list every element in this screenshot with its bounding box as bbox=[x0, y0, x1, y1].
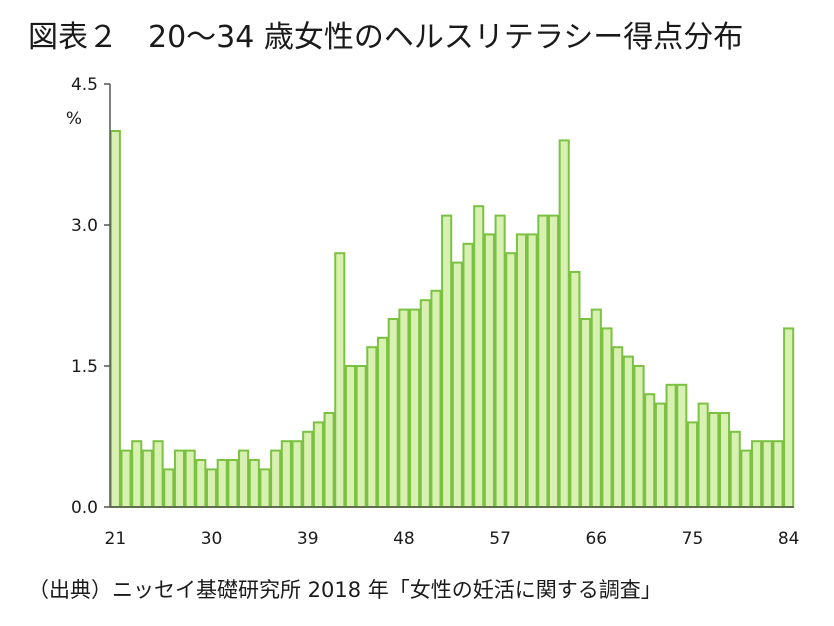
bar-81 bbox=[751, 440, 763, 509]
bar-56 bbox=[483, 233, 495, 508]
bar-39 bbox=[302, 430, 314, 508]
x-tick-label: 66 bbox=[585, 529, 607, 549]
bar-41 bbox=[323, 412, 335, 508]
y-tick-label: 1.5 bbox=[71, 357, 98, 377]
bar-43 bbox=[344, 365, 357, 508]
bar-72 bbox=[654, 402, 666, 509]
bar-82 bbox=[761, 440, 773, 509]
bar-70 bbox=[633, 365, 645, 508]
bar-59 bbox=[515, 233, 528, 508]
bar-49 bbox=[409, 308, 421, 508]
bar-25 bbox=[152, 440, 164, 509]
bar-61 bbox=[537, 214, 549, 508]
bar-32 bbox=[227, 459, 239, 508]
y-axis-unit: % bbox=[66, 109, 82, 129]
bar-78 bbox=[718, 412, 731, 508]
bar-53 bbox=[451, 261, 463, 508]
bar-73 bbox=[665, 383, 677, 508]
bar-44 bbox=[355, 365, 367, 508]
bar-40 bbox=[312, 421, 324, 508]
bar-51 bbox=[430, 289, 442, 508]
bar-67 bbox=[601, 327, 613, 508]
bar-60 bbox=[526, 233, 538, 508]
y-tick-label: 0.0 bbox=[71, 498, 98, 518]
bar-38 bbox=[291, 440, 303, 509]
bar-58 bbox=[505, 252, 517, 508]
y-tick-label: 4.5 bbox=[71, 75, 98, 95]
bar-75 bbox=[686, 421, 699, 508]
bar-64 bbox=[569, 271, 581, 508]
bar-79 bbox=[729, 430, 741, 508]
bar-45 bbox=[366, 346, 378, 509]
bar-23 bbox=[131, 440, 143, 509]
bar-57 bbox=[494, 214, 506, 508]
bar-83 bbox=[772, 440, 784, 509]
x-tick-label: 84 bbox=[778, 529, 800, 549]
bar-50 bbox=[419, 299, 431, 509]
bar-36 bbox=[270, 449, 282, 509]
bar-54 bbox=[462, 242, 474, 509]
y-tick-label: 3.0 bbox=[71, 216, 98, 236]
bar-42 bbox=[334, 252, 346, 508]
bar-71 bbox=[644, 393, 656, 509]
x-tick-label: 57 bbox=[489, 529, 511, 549]
bar-74 bbox=[676, 383, 688, 508]
bar-65 bbox=[580, 318, 592, 508]
bar-35 bbox=[259, 468, 271, 508]
bar-21 bbox=[109, 130, 121, 508]
bar-24 bbox=[141, 449, 153, 509]
bar-62 bbox=[547, 214, 560, 508]
x-tick-label: 30 bbox=[201, 529, 223, 549]
bar-66 bbox=[590, 308, 602, 508]
bar-76 bbox=[697, 402, 709, 509]
bar-84 bbox=[783, 327, 795, 508]
bar-31 bbox=[216, 459, 228, 508]
bar-22 bbox=[120, 449, 132, 509]
x-tick-label: 75 bbox=[682, 529, 704, 549]
x-tick-label: 48 bbox=[393, 529, 415, 549]
bar-63 bbox=[558, 139, 570, 508]
bar-80 bbox=[740, 449, 752, 509]
bar-30 bbox=[205, 468, 218, 508]
bar-47 bbox=[387, 318, 399, 508]
x-tick-label: 21 bbox=[105, 529, 127, 549]
bar-29 bbox=[195, 459, 207, 508]
bar-series bbox=[109, 130, 795, 509]
bar-37 bbox=[280, 440, 292, 509]
bar-46 bbox=[376, 336, 389, 508]
bar-52 bbox=[441, 214, 453, 508]
bar-77 bbox=[708, 412, 720, 508]
x-tick-labels: 21 30 39 48 57 66 75 84 bbox=[105, 529, 800, 549]
bar-48 bbox=[398, 308, 410, 508]
bar-28 bbox=[184, 449, 196, 509]
y-tick-labels: 0.0 1.5 3.0 4.5 bbox=[71, 75, 110, 518]
bar-68 bbox=[612, 346, 624, 509]
source-note: （出典）ニッセイ基礎研究所 2018 年「女性の妊活に関する調査」 bbox=[28, 578, 662, 602]
bar-34 bbox=[248, 459, 260, 508]
x-tick-label: 39 bbox=[297, 529, 319, 549]
chart-title: 図表２ 20～34 歳女性のヘルスリテラシー得点分布 bbox=[28, 20, 744, 55]
bar-26 bbox=[163, 468, 175, 508]
bar-55 bbox=[473, 205, 485, 508]
bar-27 bbox=[173, 449, 186, 509]
bar-33 bbox=[238, 449, 250, 509]
bar-69 bbox=[622, 355, 634, 508]
